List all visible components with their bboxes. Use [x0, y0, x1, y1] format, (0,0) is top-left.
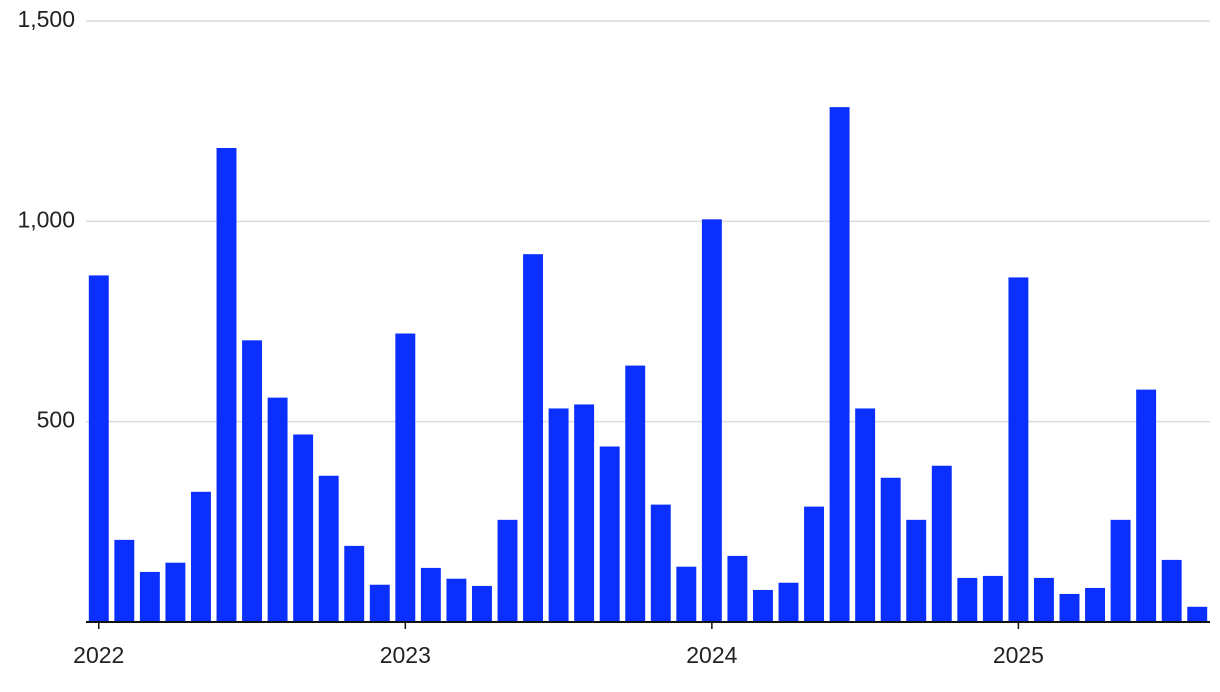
- bar: [1161, 559, 1182, 622]
- y-tick-label: 1,000: [17, 206, 75, 232]
- bar: [574, 404, 595, 622]
- bar: [420, 567, 441, 622]
- y-tick-label: 500: [37, 407, 75, 433]
- bar: [804, 506, 825, 622]
- bar: [242, 340, 263, 622]
- bar: [497, 519, 518, 622]
- bar: [548, 408, 569, 622]
- bar: [599, 446, 620, 622]
- bar: [267, 397, 288, 622]
- bar: [369, 584, 390, 622]
- bar: [829, 107, 850, 623]
- bar: [1085, 587, 1106, 622]
- bar: [1008, 277, 1029, 622]
- y-tick-label: 1,500: [17, 6, 75, 32]
- bar: [471, 585, 492, 622]
- x-tick-label: 2024: [686, 642, 737, 668]
- bar: [523, 254, 544, 623]
- x-tick-label: 2025: [993, 642, 1044, 668]
- bar: [701, 219, 722, 622]
- bar: [650, 504, 671, 622]
- bar: [1110, 519, 1131, 622]
- bar: [855, 408, 876, 622]
- bar: [1059, 593, 1080, 622]
- bar: [625, 365, 646, 622]
- bar: [1136, 389, 1157, 622]
- bar: [216, 148, 237, 622]
- bar: [1033, 577, 1054, 622]
- x-tick-label: 2022: [73, 642, 124, 668]
- bar: [190, 491, 211, 622]
- x-tick-label: 2023: [380, 642, 431, 668]
- bar: [1187, 606, 1208, 622]
- bar: [906, 519, 927, 622]
- bar: [165, 562, 186, 622]
- bar: [880, 477, 901, 622]
- bar: [395, 333, 416, 622]
- bar: [318, 475, 339, 622]
- bar: [957, 577, 978, 622]
- bar: [88, 275, 109, 622]
- bar: [446, 578, 467, 622]
- bar: [676, 566, 697, 622]
- bar: [344, 545, 365, 622]
- bar: [778, 582, 799, 622]
- bar: [139, 571, 160, 622]
- bar: [982, 575, 1003, 622]
- bar: [931, 465, 952, 622]
- bar: [293, 434, 314, 622]
- bar: [114, 539, 135, 622]
- bar: [727, 555, 748, 622]
- bar: [752, 589, 773, 622]
